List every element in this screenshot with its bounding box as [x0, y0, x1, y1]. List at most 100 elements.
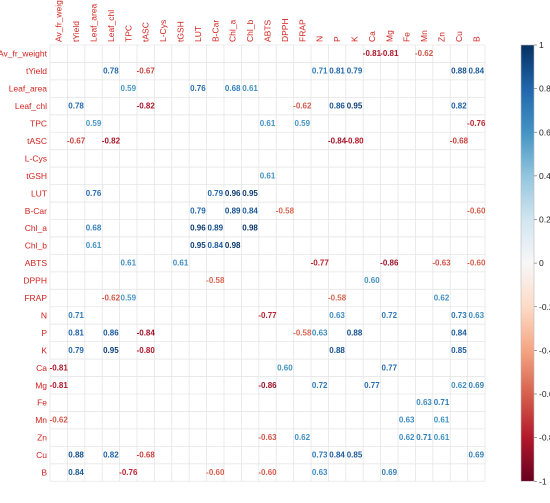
cell-value: 0.59 — [121, 84, 137, 93]
column-label: FRAP — [297, 19, 307, 42]
cell-value: -0.77 — [258, 311, 277, 320]
cell-value: 0.96 — [225, 189, 241, 198]
column-label: ABTS — [263, 19, 273, 42]
row-label: N — [41, 310, 47, 320]
cell-value: 0.84 — [242, 206, 258, 215]
column-label: Leaf_area — [89, 3, 99, 42]
cell-value: 0.68 — [225, 84, 241, 93]
cell-value: -0.58 — [206, 276, 225, 285]
cell-value: 0.95 — [347, 102, 363, 111]
cell-value: -0.81 — [50, 381, 69, 390]
row-label: tGSH — [26, 171, 47, 181]
cell-value: 0.59 — [121, 294, 137, 303]
cell-value: 0.61 — [173, 259, 189, 268]
cell-value: 0.69 — [382, 468, 398, 477]
cell-value: 0.84 — [329, 451, 345, 460]
cell-value: 0.60 — [277, 363, 293, 372]
cell-value: -0.76 — [119, 468, 138, 477]
cell-value: -0.76 — [467, 119, 486, 128]
cell-value: -0.68 — [137, 451, 156, 460]
cell-value: 0.59 — [295, 119, 311, 128]
row-label: L-Cys — [25, 153, 47, 163]
cell-value: -0.82 — [137, 102, 156, 111]
colorbar-tick-label: -0.2 — [539, 302, 550, 312]
cell-value: 0.86 — [103, 328, 119, 337]
row-label: Leaf_area — [9, 84, 48, 94]
cell-value: 0.71 — [416, 433, 432, 442]
cell-value: -0.84 — [328, 136, 347, 145]
colorbar-tick-label: 0 — [539, 258, 544, 268]
row-label: Leaf_chl — [15, 101, 47, 111]
cell-value: 0.61 — [434, 416, 450, 425]
cell-value: -0.60 — [258, 468, 277, 477]
cell-value: 0.62 — [451, 381, 467, 390]
cell-value: 0.62 — [434, 294, 450, 303]
colorbar — [520, 44, 535, 482]
cell-value: 0.69 — [469, 381, 485, 390]
row-label: DPPH — [23, 276, 47, 286]
cell-value: -0.84 — [137, 328, 156, 337]
cell-value: -0.62 — [293, 102, 312, 111]
column-label: Cu — [454, 31, 464, 42]
column-label: Zn — [437, 32, 447, 42]
column-label: Chl_b — [245, 20, 255, 42]
column-label: Mg — [384, 30, 394, 42]
cell-value: 0.96 — [190, 224, 206, 233]
cell-value: -0.63 — [432, 259, 451, 268]
cell-value: 0.76 — [190, 84, 206, 93]
cell-value: 0.85 — [451, 346, 467, 355]
row-label: ABTS — [25, 258, 48, 268]
column-label: L-Cys — [158, 20, 168, 42]
cell-value: 0.98 — [225, 241, 241, 250]
cell-value: 0.89 — [208, 224, 224, 233]
colorbar-tick-label: -0.4 — [539, 345, 550, 355]
row-label: LUT — [31, 188, 47, 198]
cell-value: 0.84 — [208, 241, 224, 250]
cell-value: -0.67 — [137, 67, 156, 76]
cell-value: -0.62 — [415, 49, 434, 58]
cell-value: 0.63 — [312, 468, 328, 477]
column-label: Chl_a — [228, 20, 238, 42]
cell-value: -0.63 — [258, 433, 277, 442]
row-label: B — [41, 468, 47, 478]
cell-value: 0.85 — [347, 451, 363, 460]
colorbar-tick-label: -0.8 — [539, 433, 550, 443]
cell-value: 0.61 — [434, 433, 450, 442]
column-label: B-Car — [210, 20, 220, 42]
row-label: Zn — [37, 433, 47, 443]
cell-value: -0.81 — [380, 49, 399, 58]
cell-value: 0.72 — [312, 381, 328, 390]
cell-value: 0.79 — [190, 206, 206, 215]
cell-value: 0.95 — [103, 346, 119, 355]
cell-value: 0.76 — [86, 189, 102, 198]
cell-value: 0.59 — [86, 119, 102, 128]
column-label: tYield — [71, 21, 81, 42]
row-label: Chl_a — [25, 223, 47, 233]
cell-value: 0.88 — [329, 346, 345, 355]
cell-value: -0.60 — [467, 206, 486, 215]
cell-value: -0.77 — [311, 259, 330, 268]
cell-value: -0.62 — [102, 294, 121, 303]
cell-value: 0.63 — [329, 311, 345, 320]
cell-value: -0.80 — [345, 136, 364, 145]
row-label: Ca — [36, 363, 47, 373]
column-label: Mn — [419, 30, 429, 42]
cell-value: 0.84 — [451, 328, 467, 337]
cell-value: 0.89 — [225, 206, 241, 215]
cell-value: 0.61 — [242, 84, 258, 93]
cell-value: 0.95 — [190, 241, 206, 250]
row-label: B-Car — [25, 206, 47, 216]
cell-value: 0.63 — [399, 416, 415, 425]
row-label: tASC — [27, 136, 47, 146]
cell-value: 0.71 — [434, 398, 450, 407]
cell-value: 0.79 — [68, 346, 84, 355]
colorbar-tick-label: 0.4 — [539, 171, 550, 181]
cell-value: 0.77 — [364, 381, 380, 390]
row-label: Chl_b — [25, 241, 47, 251]
row-label: tYield — [26, 66, 47, 76]
cell-value: 0.61 — [260, 171, 276, 180]
cell-value: -0.80 — [137, 346, 156, 355]
cell-value: 0.86 — [329, 102, 345, 111]
cell-value: 0.60 — [364, 276, 380, 285]
